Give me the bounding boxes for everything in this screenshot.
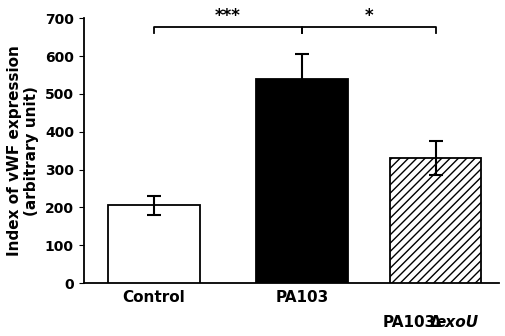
Bar bbox=[389, 158, 480, 283]
Text: *: * bbox=[364, 7, 372, 25]
Bar bbox=[108, 206, 199, 283]
Y-axis label: Index of vWF expression
(arbitrary unit): Index of vWF expression (arbitrary unit) bbox=[7, 45, 39, 256]
Text: ***: *** bbox=[215, 7, 240, 25]
Text: exoU: exoU bbox=[435, 315, 478, 330]
Text: PA103: PA103 bbox=[382, 315, 435, 330]
Bar bbox=[256, 79, 347, 283]
Text: Δ: Δ bbox=[429, 315, 441, 330]
